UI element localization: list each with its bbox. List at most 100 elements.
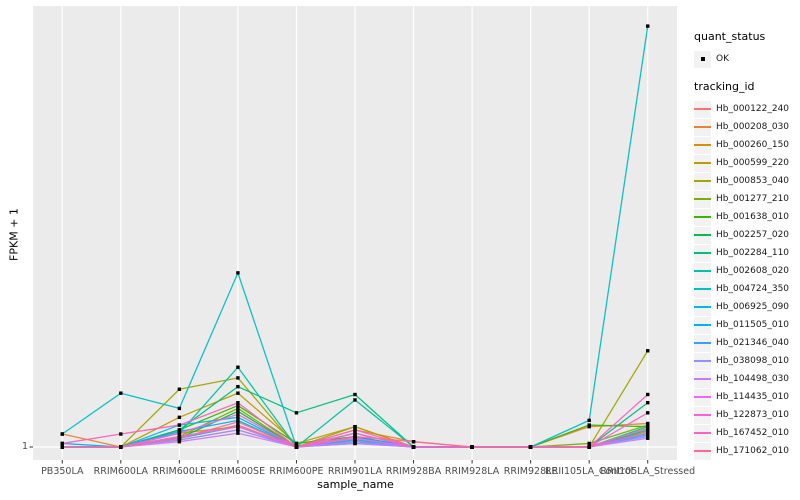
line-key-icon: [694, 388, 711, 406]
data-point: [411, 439, 416, 444]
x-tick-label-RRII105LA_Stressed: RRII105LA_Stressed: [600, 466, 696, 477]
data-point: [353, 439, 357, 444]
legend-entry-label: Hb_167452_010: [716, 428, 790, 438]
legend-entry-label: Hb_104498_030: [716, 374, 790, 384]
legend-entry-label: Hb_002608_020: [716, 266, 790, 276]
data-point: [236, 424, 240, 429]
legend-entry-label: Hb_011505_010: [716, 320, 790, 330]
y-axis-tick-label: 1: [21, 441, 28, 452]
line-key-icon: [694, 262, 711, 280]
legend-title-quant-status: quant_status: [694, 30, 766, 43]
line-key-icon: [694, 280, 711, 298]
legend-entry-label: Hb_000122_240: [716, 104, 790, 114]
legend-entry-label: Hb_114435_010: [716, 392, 790, 402]
legend-entry-Hb_004724_350: Hb_004724_350: [694, 280, 798, 298]
data-point: [236, 406, 240, 411]
x-tick-label-RRIM600LA: RRIM600LA: [93, 466, 148, 477]
line-key-icon: [694, 190, 711, 208]
line-key-icon: [694, 172, 711, 190]
point-key-icon: [694, 50, 711, 68]
legend-entry-Hb_002257_020: Hb_002257_020: [694, 226, 798, 244]
data-point: [646, 434, 650, 439]
legend-entry-Hb_000260_150: Hb_000260_150: [694, 136, 798, 154]
x-tick-label-PB350LA: PB350LA: [41, 466, 84, 477]
data-point: [60, 441, 64, 446]
data-point: [353, 431, 357, 435]
legend-entry-Hb_011505_010: Hb_011505_010: [694, 316, 798, 334]
legend-entry-label: Hb_006925_090: [716, 302, 790, 312]
legend-entry-label: Hb_122873_010: [716, 410, 790, 420]
line-key-icon: [694, 208, 711, 226]
line-key-icon: [694, 316, 711, 334]
legend-entry-Hb_001638_010: Hb_001638_010: [694, 208, 798, 226]
data-point: [353, 424, 357, 429]
data-point: [236, 431, 240, 435]
data-point: [353, 398, 357, 402]
legend-entry-label: Hb_171062_010: [716, 446, 790, 456]
data-point: [294, 445, 299, 449]
data-point: [236, 412, 240, 416]
data-point: [177, 434, 182, 439]
data-point: [353, 438, 357, 442]
data-point: [236, 271, 240, 275]
data-point: [294, 411, 299, 415]
data-point: [236, 428, 240, 432]
data-point: [353, 434, 357, 439]
legend-entry-Hb_104498_030: Hb_104498_030: [694, 370, 798, 388]
x-tick-label-RRIM600LE: RRIM600LE: [152, 466, 207, 477]
legend: quant_status OK tracking_id Hb_000122_24…: [694, 30, 798, 460]
data-point: [353, 428, 357, 432]
legend-entry-Hb_000208_030: Hb_000208_030: [694, 118, 798, 136]
line-key-icon: [694, 118, 711, 136]
data-point: [236, 409, 240, 414]
x-tick-label-RRIM600SE: RRIM600SE: [210, 466, 266, 477]
data-point: [236, 401, 240, 405]
line-key-icon: [694, 334, 711, 352]
data-point: [587, 423, 591, 427]
line-key-icon: [694, 370, 711, 388]
data-point: [646, 401, 650, 405]
data-point: [236, 391, 240, 395]
legend-entry-label: Hb_000208_030: [716, 122, 790, 132]
line-key-icon: [694, 352, 711, 370]
data-point: [60, 432, 64, 436]
data-point: [587, 445, 591, 449]
legend-entry-Hb_000853_040: Hb_000853_040: [694, 172, 798, 190]
data-point: [587, 418, 591, 423]
data-point: [646, 24, 650, 28]
legend-entry-Hb_114435_010: Hb_114435_010: [694, 388, 798, 406]
legend-entry-label: Hb_000599_220: [716, 158, 790, 168]
data-point: [236, 415, 240, 420]
legend-entries: Hb_000122_240 Hb_000208_030 Hb_000260_150 H…: [694, 100, 798, 460]
legend-entry-label: Hb_000853_040: [716, 176, 790, 186]
data-point: [119, 445, 123, 449]
line-key-icon: [694, 226, 711, 244]
line-key-icon: [694, 154, 711, 172]
x-axis-title: sample_name: [317, 478, 394, 491]
legend-entry-label: Hb_001638_010: [716, 212, 790, 222]
line-key-icon: [694, 406, 711, 424]
x-tick-label-RRII105LA_Control: RRII105LA_Control: [545, 466, 634, 477]
line-key-icon: [694, 442, 711, 460]
legend-entry-label: Hb_038098_010: [716, 356, 790, 366]
data-point: [411, 445, 416, 449]
line-key-icon: [694, 424, 711, 442]
data-point: [177, 415, 182, 420]
data-point: [177, 387, 182, 391]
data-point: [177, 436, 182, 440]
x-tick-label-RRIM928LA: RRIM928LA: [444, 466, 500, 477]
data-point: [236, 384, 240, 389]
legend-entry-label: Hb_002257_020: [716, 230, 790, 240]
data-point: [236, 403, 240, 408]
x-tick-label-RRIM901LA: RRIM901LA: [327, 466, 383, 477]
x-tick-label-RRIM928BA: RRIM928BA: [385, 466, 442, 477]
legend-entry-label: Hb_000260_150: [716, 140, 790, 150]
data-point: [470, 445, 474, 449]
data-point: [294, 441, 299, 446]
legend-entry-Hb_122873_010: Hb_122873_010: [694, 406, 798, 424]
legend-entry-Hb_001277_210: Hb_001277_210: [694, 190, 798, 208]
data-point: [646, 392, 650, 397]
data-point: [353, 436, 357, 440]
legend-entry-Hb_021346_040: Hb_021346_040: [694, 334, 798, 352]
